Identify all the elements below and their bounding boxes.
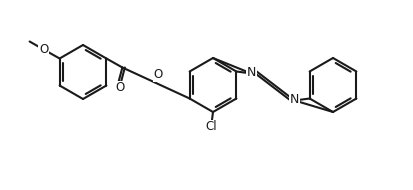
Text: O: O [153, 69, 162, 82]
Text: N: N [289, 93, 299, 106]
Text: O: O [115, 82, 124, 94]
Text: N: N [246, 66, 256, 79]
Text: Cl: Cl [205, 120, 216, 134]
Text: O: O [39, 43, 48, 56]
